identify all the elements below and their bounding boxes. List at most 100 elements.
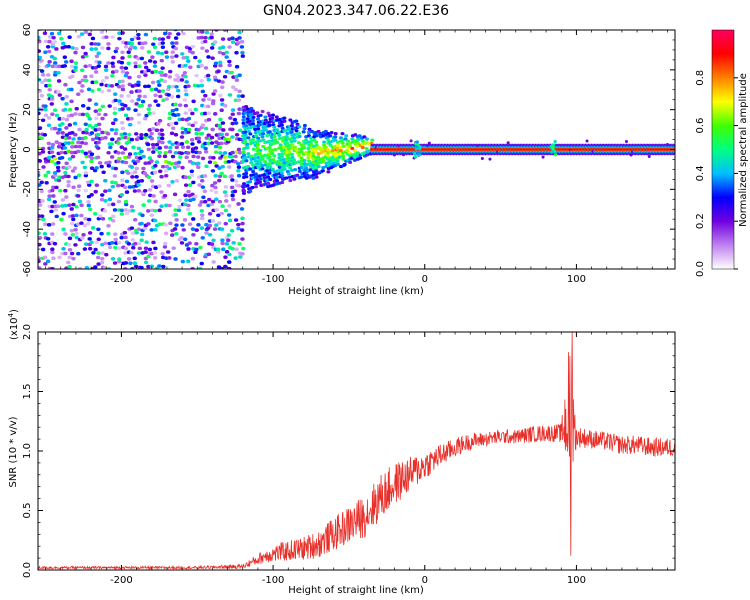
spectrogram-cell (179, 151, 185, 156)
spectrogram-cell (207, 232, 213, 237)
spectrogram-cell (197, 59, 202, 64)
spectrogram-cell (277, 136, 282, 141)
spectrogram-cell (162, 31, 168, 36)
spectrogram-cell (77, 80, 82, 85)
spectrogram-cell (333, 138, 338, 142)
spectrogram-cell (139, 136, 144, 141)
spectrogram-cell (139, 149, 144, 154)
spectrogram-cell (304, 138, 309, 142)
spectrogram-cell (126, 171, 131, 175)
spectrogram-cell (126, 107, 131, 111)
spectrogram-cell (306, 162, 311, 166)
spectrogram-cell (213, 112, 218, 116)
spectrogram-cell (80, 45, 86, 50)
spectrogram-cell (66, 183, 71, 188)
spectrogram-cell (251, 109, 256, 113)
spectrogram-cell (260, 135, 265, 139)
spectrogram-cell (214, 208, 219, 212)
spectrogram-cell (203, 126, 209, 131)
spectrogram-cell (176, 208, 182, 213)
x-tick-label: -100 (262, 575, 285, 586)
spectrogram-cell (99, 260, 105, 265)
spectrogram-cell (132, 217, 138, 222)
spectrogram-cell (119, 132, 124, 137)
spectrogram-cell (233, 25, 237, 29)
spectrogram-cell (240, 221, 245, 226)
spectrogram-cell (136, 183, 141, 187)
spectrogram-cell (194, 228, 199, 232)
spectrogram-cell (139, 265, 144, 269)
spectrogram-cell (241, 191, 246, 195)
spectrogram-cell (196, 128, 201, 132)
spectrogram-cell (241, 246, 246, 251)
spectrogram-cell (149, 228, 154, 232)
spectrogram-cell (117, 156, 122, 161)
spectrogram-cell (162, 79, 168, 84)
spectrogram-cell (150, 142, 156, 147)
spectrogram-cell (230, 246, 235, 251)
spectrogram-cell (180, 223, 185, 227)
spectrogram-cell (303, 151, 308, 155)
spectrogram-cell (56, 70, 61, 75)
spectrogram-cell (124, 71, 130, 75)
spectrogram-cell (60, 116, 66, 121)
x-tick-label: -100 (262, 274, 285, 285)
spectrogram-cell (98, 214, 103, 218)
spectrogram-cell (185, 207, 191, 212)
spectrogram-cell (275, 179, 280, 183)
spectrogram-cell (160, 66, 165, 70)
spectrogram-cell (110, 26, 114, 30)
spectrogram-cell (153, 93, 158, 98)
spectrogram-cell (226, 137, 232, 142)
spectrogram-cell (151, 111, 156, 115)
spectrogram-cell (216, 250, 221, 254)
spectrogram-cell (163, 151, 168, 155)
snr-xlabel: Height of straight line (km) (288, 585, 424, 596)
spectrogram-cell (120, 160, 125, 164)
spectrogram-cell (130, 237, 135, 242)
spectrogram-cell (96, 51, 101, 56)
spectrogram-cell (132, 46, 138, 50)
spectrogram-cell (217, 221, 222, 225)
spectrogram-cell (141, 166, 146, 171)
spectrogram-cell (214, 197, 219, 202)
spectrogram-cell (136, 74, 142, 79)
spectrogram-cell (117, 99, 122, 103)
spectrogram-cell (233, 218, 239, 222)
spectrogram-cell (38, 173, 41, 178)
spectrogram-cell (103, 241, 108, 246)
spectrogram-cell (250, 141, 255, 145)
spectrogram-cell (294, 129, 299, 133)
spectrogram-cell (191, 154, 196, 159)
spectrogram-cell (360, 145, 365, 150)
spectrogram-cell (126, 140, 132, 144)
spectrogram-cell (96, 237, 101, 242)
spectrogram-cell (61, 211, 66, 216)
spectrogram-cell (197, 30, 202, 34)
spectrogram-cell (64, 94, 69, 99)
spectrogram-cell (222, 174, 228, 179)
spectrogram-cell (114, 128, 119, 132)
spectrogram-cell (220, 204, 225, 208)
spectrogram-cell (219, 211, 224, 216)
spectrogram-cell (173, 78, 178, 82)
y-tick-label: 1.0 (22, 443, 33, 459)
spectrogram-cell (152, 251, 158, 255)
spectrogram-cell (94, 136, 99, 140)
spectrogram-cell (292, 177, 297, 181)
spectrogram-cell (272, 125, 277, 129)
spectrogram-cell (135, 159, 141, 163)
spectrogram-cell (107, 245, 113, 250)
spectrogram-cell (258, 148, 263, 152)
spectrogram-cell (146, 50, 152, 54)
spectrogram-cell (43, 107, 48, 112)
spectrogram-cell (38, 111, 41, 116)
spectrogram-cell (217, 123, 223, 128)
spectrogram-cell (79, 32, 85, 36)
spectrogram-cell (64, 102, 69, 106)
spectrogram-cell (83, 51, 88, 56)
spectrogram-cell (230, 40, 236, 44)
spectrogram-cell (305, 173, 310, 177)
spectrogram-cell (210, 56, 215, 60)
spectrogram-cell (176, 160, 182, 165)
